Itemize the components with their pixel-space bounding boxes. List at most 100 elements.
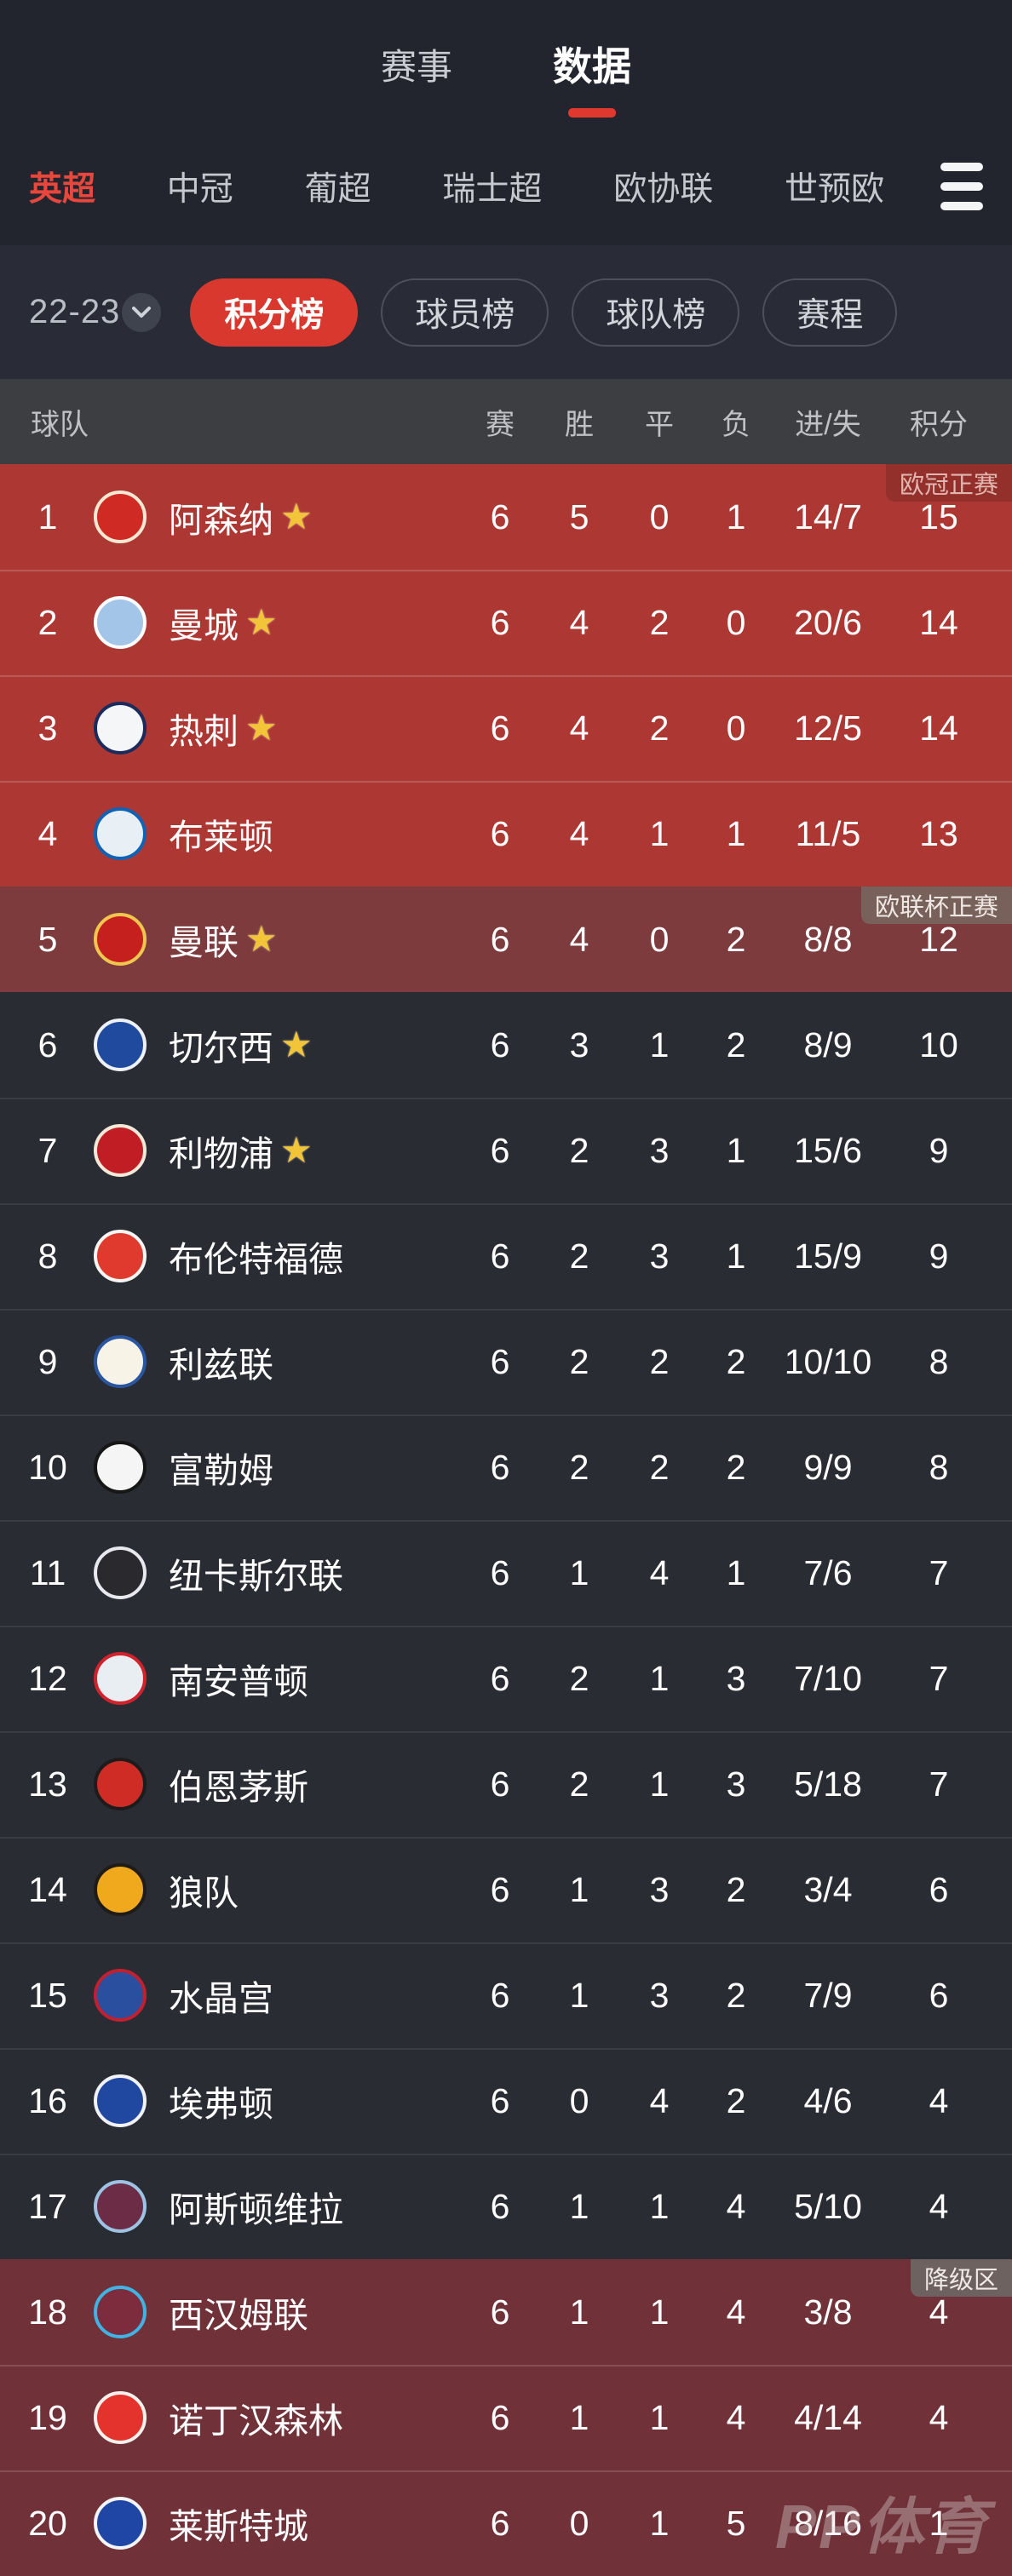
cell-draw: 1 bbox=[649, 2292, 670, 2332]
rank: 19 bbox=[28, 2397, 67, 2437]
cell-win: 0 bbox=[569, 2503, 589, 2543]
table-row[interactable]: 13 伯恩茅斯 6 2 1 3 5/18 7 bbox=[0, 1731, 1012, 1837]
table-row[interactable]: 5 曼联 ★ 6 4 0 2 8/8 12 欧联杯正赛 bbox=[0, 886, 1012, 992]
star-icon: ★ bbox=[245, 602, 278, 642]
table-row[interactable]: 14 狼队 6 1 3 2 3/4 6 bbox=[0, 1837, 1012, 1942]
cell-points: 4 bbox=[929, 2292, 949, 2332]
cell-loss: 0 bbox=[726, 708, 746, 748]
pill-teams[interactable]: 球队榜 bbox=[572, 278, 740, 347]
table-row[interactable]: 19 诺丁汉森林 6 1 1 4 4/14 4 bbox=[0, 2365, 1012, 2470]
league-tab-portugal[interactable]: 葡超 bbox=[304, 171, 371, 208]
league-tab-premier[interactable]: 英超 bbox=[29, 171, 96, 208]
tab-events[interactable]: 赛事 bbox=[381, 38, 452, 90]
cell-goals: 7/6 bbox=[803, 1552, 853, 1592]
team-name: 西汉姆联 bbox=[169, 2296, 308, 2335]
pill-players[interactable]: 球员榜 bbox=[381, 278, 549, 347]
team-name: 切尔西 bbox=[169, 1029, 273, 1068]
team-name: 埃弗顿 bbox=[169, 2085, 273, 2124]
team-name: 布伦特福德 bbox=[169, 1240, 343, 1279]
table-row[interactable]: 3 热刺 ★ 6 4 2 0 12/5 14 bbox=[0, 675, 1012, 781]
table-row[interactable]: 17 阿斯顿维拉 6 1 1 4 5/10 4 bbox=[0, 2154, 1012, 2259]
tab-data[interactable]: 数据 bbox=[553, 36, 631, 118]
table-row[interactable]: 1 阿森纳 ★ 6 5 0 1 14/7 15 欧冠正赛 bbox=[0, 464, 1012, 570]
table-row[interactable]: 12 南安普顿 6 2 1 3 7/10 7 bbox=[0, 1626, 1012, 1731]
team-logo-icon bbox=[94, 1124, 147, 1177]
cell-played: 6 bbox=[490, 1447, 510, 1487]
table-row[interactable]: 20 莱斯特城 6 0 1 5 8/16 1 bbox=[0, 2470, 1012, 2576]
table-row[interactable]: 11 纽卡斯尔联 6 1 4 1 7/6 7 bbox=[0, 1520, 1012, 1626]
cell-goals: 10/10 bbox=[784, 1341, 872, 1381]
cell-draw: 1 bbox=[649, 813, 670, 853]
cell-points: 4 bbox=[929, 2080, 949, 2120]
cell-win: 2 bbox=[569, 1236, 589, 1276]
rank: 7 bbox=[37, 1130, 58, 1170]
rank: 8 bbox=[37, 1236, 58, 1276]
pill-standings[interactable]: 积分榜 bbox=[190, 278, 359, 347]
cell-draw: 3 bbox=[649, 1236, 670, 1276]
pill-schedule[interactable]: 赛程 bbox=[762, 278, 898, 347]
cell-win: 4 bbox=[569, 813, 589, 853]
table-row[interactable]: 9 利兹联 6 2 2 2 10/10 8 bbox=[0, 1309, 1012, 1414]
star-icon: ★ bbox=[280, 1024, 313, 1064]
cell-played: 6 bbox=[490, 813, 510, 853]
cell-played: 6 bbox=[490, 1764, 510, 1804]
team-logo-icon bbox=[94, 1018, 147, 1071]
filter-bar: 22-23 积分榜 球员榜 球队榜 赛程 bbox=[0, 245, 1012, 379]
rank: 16 bbox=[28, 2080, 67, 2120]
cell-played: 6 bbox=[490, 1975, 510, 2015]
league-tab-conference[interactable]: 欧协联 bbox=[613, 171, 714, 208]
team-logo-icon bbox=[94, 1652, 147, 1705]
cell-played: 6 bbox=[490, 496, 510, 536]
col-goals: 进/失 bbox=[795, 408, 861, 441]
cell-draw: 2 bbox=[649, 1447, 670, 1487]
table-row[interactable]: 18 西汉姆联 6 1 1 4 3/8 4 降级区 bbox=[0, 2259, 1012, 2365]
team-logo-icon bbox=[94, 807, 147, 860]
cell-played: 6 bbox=[490, 2397, 510, 2437]
cell-win: 3 bbox=[569, 1024, 589, 1064]
rank: 9 bbox=[37, 1341, 58, 1381]
rank: 12 bbox=[28, 1658, 67, 1698]
cell-draw: 4 bbox=[649, 1552, 670, 1592]
league-tab-swiss[interactable]: 瑞士超 bbox=[442, 171, 543, 208]
table-row[interactable]: 4 布莱顿 6 4 1 1 11/5 13 bbox=[0, 781, 1012, 886]
team-logo-icon bbox=[94, 2180, 147, 2233]
star-icon: ★ bbox=[280, 1130, 313, 1170]
table-row[interactable]: 10 富勒姆 6 2 2 2 9/9 8 bbox=[0, 1414, 1012, 1520]
table-row[interactable]: 2 曼城 ★ 6 4 2 0 20/6 14 bbox=[0, 570, 1012, 675]
season-selector[interactable]: 22-23 bbox=[29, 292, 162, 332]
team-logo-icon bbox=[94, 1863, 147, 1916]
league-tabs: 英超 中冠 葡超 瑞士超 欧协联 世预欧 bbox=[29, 163, 884, 210]
rank: 2 bbox=[37, 602, 58, 642]
league-tab-cmcl[interactable]: 中冠 bbox=[166, 171, 233, 208]
zone-badge: 欧冠正赛 bbox=[885, 464, 1012, 502]
cell-loss: 3 bbox=[726, 1658, 746, 1698]
table-row[interactable]: 15 水晶宫 6 1 3 2 7/9 6 bbox=[0, 1942, 1012, 2048]
cell-draw: 1 bbox=[649, 2503, 670, 2543]
rank: 14 bbox=[28, 1869, 67, 1909]
league-tab-wcq[interactable]: 世预欧 bbox=[784, 171, 884, 208]
table-row[interactable]: 16 埃弗顿 6 0 4 2 4/6 4 bbox=[0, 2048, 1012, 2154]
team-name: 南安普顿 bbox=[169, 1662, 308, 1701]
team-logo-icon bbox=[94, 1546, 147, 1599]
table-row[interactable]: 8 布伦特福德 6 2 3 1 15/9 9 bbox=[0, 1203, 1012, 1309]
cell-goals: 8/16 bbox=[794, 2503, 862, 2543]
cell-points: 14 bbox=[919, 708, 958, 748]
cell-points: 7 bbox=[929, 1552, 949, 1592]
cell-points: 6 bbox=[929, 1975, 949, 2015]
team-logo-icon bbox=[94, 491, 147, 543]
cell-draw: 0 bbox=[649, 919, 670, 959]
cell-win: 1 bbox=[569, 1869, 589, 1909]
cell-points: 10 bbox=[919, 1024, 958, 1064]
cell-points: 8 bbox=[929, 1341, 949, 1381]
cell-points: 4 bbox=[929, 2186, 949, 2226]
table-row[interactable]: 7 利物浦 ★ 6 2 3 1 15/6 9 bbox=[0, 1098, 1012, 1203]
cell-win: 4 bbox=[569, 919, 589, 959]
cell-loss: 4 bbox=[726, 2397, 746, 2437]
table-row[interactable]: 6 切尔西 ★ 6 3 1 2 8/9 10 bbox=[0, 992, 1012, 1098]
team-logo-icon bbox=[94, 596, 147, 649]
cell-played: 6 bbox=[490, 2186, 510, 2226]
team-logo-icon bbox=[94, 913, 147, 966]
hamburger-icon[interactable] bbox=[940, 163, 983, 210]
cell-draw: 2 bbox=[649, 1341, 670, 1381]
cell-draw: 2 bbox=[649, 708, 670, 748]
